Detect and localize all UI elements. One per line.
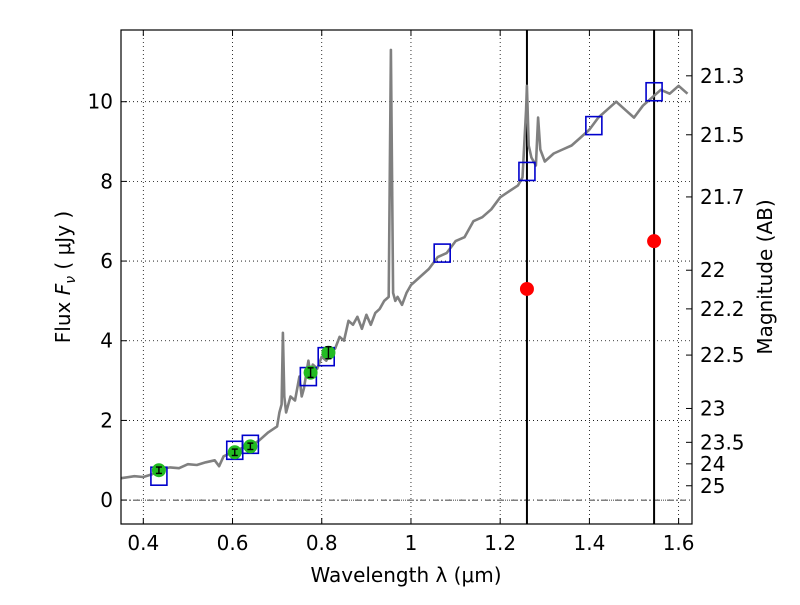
y-axis-label-suffix: ( μJy ) [51,211,75,276]
plot-frame [120,29,693,525]
x-tick-label: 0.6 [217,531,249,555]
model-photometry-point [645,81,663,102]
y-tick-label: 4 [100,329,113,353]
y-tick-label: 6 [100,249,113,273]
series-layer [120,30,689,524]
y2-tick-label: 23 [700,396,725,420]
x-tick-label: 1.2 [484,531,516,555]
y2-tick-label: 21.5 [700,123,745,147]
y2-tick-label: 22.2 [700,297,745,321]
y-tick-label: 10 [88,90,113,114]
x-tick-label: 0.8 [306,531,338,555]
y-tick-label: 0 [100,488,113,512]
y-tick-label: 8 [100,169,113,193]
y-axis-label-prefix: Flux [51,295,75,343]
y2-tick-label: 23.5 [700,430,745,454]
y2-tick-label: 24 [700,452,725,476]
x-tick-label: 0.4 [127,531,159,555]
y-tick-label: 2 [100,408,113,432]
y2-tick-label: 21.7 [700,185,745,209]
y-axis-label-symbol: F [51,283,75,295]
y2-tick-label: 25 [700,474,725,498]
axes [120,29,693,525]
upper-limit-point [519,281,534,296]
model-photometry-point [518,161,536,182]
x-tick-label: 1.6 [663,531,695,555]
model-photometry-point [585,115,603,136]
y-axis-label: Flux Fν ( μJy ) [51,211,79,343]
y2-axis-label: Magnitude (AB) [753,199,777,354]
y2-tick-label: 22 [700,258,725,282]
y-axis-label-subscript: ν [63,276,79,284]
grid [121,30,692,524]
model-photometry-point [433,243,451,263]
tick-labels: 0.4 0.6 0.8 1 1.2 1.4 1.6024681021.321.521.722… [88,64,745,555]
x-axis-label: Wavelength λ (μm) [310,563,501,587]
model-photometry-point [241,434,260,455]
upper-limit-point [647,234,662,249]
plot-area [121,30,692,524]
x-tick-label: 1 [405,531,418,555]
y2-tick-label: 21.3 [700,64,745,88]
y2-tick-label: 22.5 [700,343,745,367]
x-tick-label: 1.4 [573,531,605,555]
